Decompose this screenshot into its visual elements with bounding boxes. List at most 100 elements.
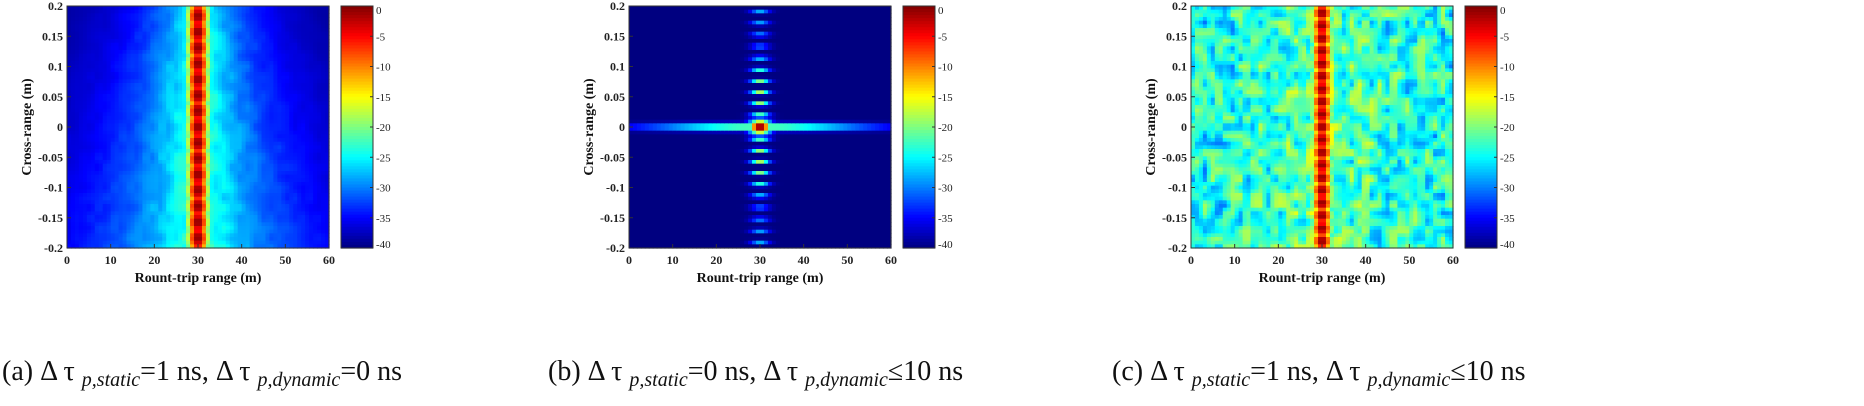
heatmap-cell <box>249 193 255 198</box>
heatmap-cell <box>249 94 255 99</box>
heatmap-cell <box>114 9 120 14</box>
heatmap-cell <box>652 35 658 40</box>
colorbar-segment <box>341 78 373 83</box>
heatmap-cell <box>648 233 654 238</box>
heatmap-cell <box>309 97 314 102</box>
heatmap-cell <box>225 17 231 22</box>
heatmap-cell <box>174 200 179 205</box>
heatmap-cell <box>213 189 219 194</box>
heatmap-cell <box>629 123 634 128</box>
heatmap-cell <box>309 237 314 242</box>
heatmap-cell <box>281 94 286 99</box>
heatmap-cell <box>166 94 171 99</box>
heatmap-cell <box>301 13 306 18</box>
heatmap-cell <box>644 189 650 194</box>
heatmap-cell <box>178 149 183 154</box>
heatmap-cell <box>190 211 195 216</box>
heatmap-cell <box>118 57 124 62</box>
heatmap-cell <box>150 237 155 242</box>
heatmap-cell <box>640 222 646 227</box>
heatmap-cell <box>241 79 247 84</box>
heatmap-cell <box>309 178 314 183</box>
heatmap-cell <box>253 134 259 139</box>
heatmap-cell <box>257 174 263 179</box>
heatmap-cell <box>162 72 167 77</box>
heatmap-cell <box>277 145 282 150</box>
heatmap-cell <box>233 112 239 117</box>
heatmap-cell <box>209 196 215 201</box>
heatmap-cell <box>114 31 120 36</box>
heatmap-cell <box>70 226 76 231</box>
heatmap-cell <box>285 204 290 209</box>
heatmap-cell <box>261 196 267 201</box>
heatmap-cell <box>146 31 151 36</box>
heatmap-cell <box>281 215 286 220</box>
heatmap-cell <box>648 237 654 242</box>
heatmap-cell <box>309 79 314 84</box>
heatmap-cell <box>293 218 298 223</box>
heatmap-cell <box>166 83 171 88</box>
heatmap-cell <box>277 207 282 212</box>
heatmap-cell <box>213 50 219 55</box>
heatmap-cell <box>170 68 175 73</box>
heatmap-cell <box>297 145 302 150</box>
heatmap-cell <box>321 138 326 143</box>
heatmap-cell <box>289 185 294 190</box>
heatmap-cell <box>229 163 235 168</box>
heatmap-cell <box>205 211 211 216</box>
heatmap-cell <box>648 149 654 154</box>
heatmap-cell <box>313 108 318 113</box>
heatmap-cell <box>98 156 104 161</box>
heatmap-cell <box>114 174 120 179</box>
heatmap-cell <box>277 167 282 172</box>
heatmap-cell <box>118 127 124 132</box>
heatmap-cell <box>134 24 140 29</box>
heatmap-cell <box>632 193 638 198</box>
heatmap-cell <box>194 178 199 183</box>
heatmap-cell <box>94 112 100 117</box>
heatmap-cell <box>221 79 227 84</box>
heatmap-cell <box>241 211 247 216</box>
heatmap-cell <box>126 68 132 73</box>
heatmap-cell <box>209 68 215 73</box>
heatmap-cell <box>293 86 298 91</box>
heatmap-cell <box>142 171 147 176</box>
heatmap-cell <box>110 185 116 190</box>
heatmap-cell <box>90 64 96 69</box>
heatmap-cell <box>285 61 290 66</box>
heatmap-cell <box>118 101 124 106</box>
heatmap-cell <box>70 163 76 168</box>
heatmap-cell <box>190 101 195 106</box>
heatmap-cell <box>134 20 140 25</box>
heatmap-cell <box>182 101 187 106</box>
heatmap-cell <box>194 57 199 62</box>
heatmap-cell <box>309 127 314 132</box>
heatmap-cell <box>652 61 658 66</box>
heatmap-cell <box>293 160 298 165</box>
heatmap-cell <box>309 35 314 40</box>
heatmap-cell <box>257 123 263 128</box>
heatmap-cell <box>82 196 88 201</box>
heatmap-cell <box>305 134 310 139</box>
heatmap-cell <box>162 50 167 55</box>
heatmap-cell <box>261 112 267 117</box>
heatmap-cell <box>313 123 318 128</box>
heatmap-cell <box>225 167 231 172</box>
heatmap-cell <box>325 72 330 77</box>
heatmap-cell <box>90 160 96 165</box>
heatmap-cell <box>301 46 306 51</box>
heatmap-cell <box>285 130 290 135</box>
heatmap-cell <box>309 171 314 176</box>
heatmap-cell <box>629 13 634 18</box>
heatmap-cell <box>142 61 147 66</box>
heatmap-cell <box>78 229 84 234</box>
heatmap-cell <box>253 24 259 29</box>
heatmap-cell <box>194 108 199 113</box>
heatmap-cell <box>122 244 128 249</box>
heatmap-cell <box>213 42 219 47</box>
heatmap-cell <box>142 101 147 106</box>
heatmap-cell <box>194 149 199 154</box>
heatmap-cell <box>249 42 255 47</box>
heatmap-cell <box>86 119 92 124</box>
heatmap-cell <box>261 138 267 143</box>
